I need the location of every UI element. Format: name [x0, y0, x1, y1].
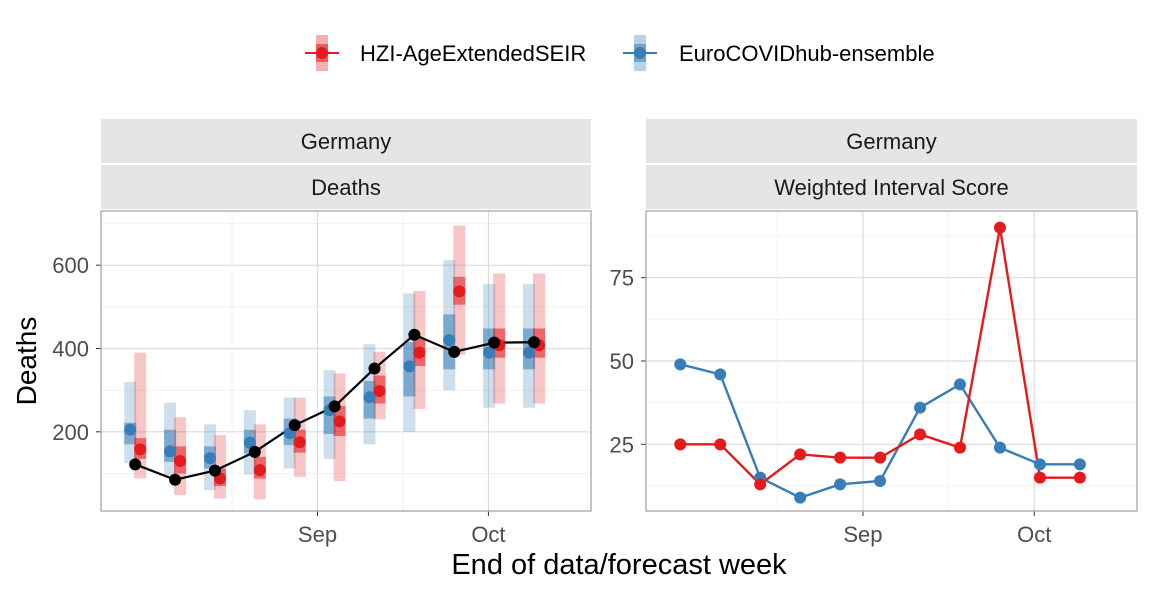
- y-tick-label: 50: [610, 349, 634, 374]
- score-point: [754, 478, 767, 491]
- score-point: [914, 401, 927, 414]
- forecast-median-point: [243, 436, 256, 449]
- observed-point: [129, 458, 142, 471]
- score-point: [874, 475, 887, 487]
- score-point: [914, 428, 927, 441]
- legend-swatch-point: [316, 47, 328, 59]
- score-point: [714, 368, 727, 381]
- forecast-median-point: [203, 452, 216, 465]
- observed-point: [488, 336, 501, 349]
- strip-location-label: Germany: [301, 129, 391, 154]
- score-line: [680, 227, 1080, 486]
- score-point: [674, 438, 687, 451]
- forecast-median-point: [124, 423, 137, 436]
- score-point: [1073, 471, 1086, 484]
- observed-point: [328, 400, 341, 413]
- strip-location-label: Germany: [846, 129, 936, 154]
- score-point: [794, 491, 807, 504]
- forecast-median-point: [443, 334, 456, 347]
- x-axis-label: End of data/forecast week: [451, 549, 787, 581]
- deaths-panel: Germany Deaths Sep Oct 200 400 600 Deaths: [11, 119, 592, 547]
- score-point: [1033, 458, 1046, 471]
- observed-point: [528, 336, 541, 349]
- forecast-median-point: [333, 415, 346, 428]
- x-tick-label: Oct: [471, 522, 505, 547]
- legend-swatch-point: [634, 47, 646, 59]
- y-tick-label: 600: [52, 253, 89, 278]
- y-tick-label: 25: [610, 432, 634, 457]
- strip-top-bg: [101, 119, 591, 163]
- forecast-median-point: [164, 445, 177, 458]
- forecast-median-point: [373, 385, 386, 397]
- forecast-median-point: [413, 346, 426, 359]
- y-tick-label: 400: [52, 337, 89, 362]
- score-point: [954, 441, 967, 454]
- observed-point: [368, 362, 381, 375]
- strip-bottom-bg: [646, 165, 1137, 209]
- y-axis-label: Deaths: [11, 317, 42, 406]
- forecast-median-point: [174, 455, 187, 467]
- observed-point: [408, 328, 421, 341]
- score-point: [993, 441, 1006, 454]
- strip-bottom-bg: [101, 165, 591, 209]
- score-point: [954, 378, 967, 391]
- y-tick-label: 200: [52, 420, 89, 445]
- score-point: [714, 438, 727, 451]
- y-tick-label: 75: [610, 266, 634, 291]
- score-point: [794, 448, 807, 461]
- strip-metric-label: Deaths: [311, 175, 381, 200]
- x-tick-label: Sep: [298, 522, 337, 547]
- observed-point: [448, 345, 461, 358]
- legend: HZI-AgeExtendedSEIR EuroCOVIDhub-ensemble: [305, 35, 935, 71]
- score-point: [834, 478, 847, 491]
- panel-border: [645, 210, 1138, 512]
- forecast-median-point: [523, 346, 536, 359]
- x-tick-label: Sep: [843, 522, 882, 547]
- forecast-median-point: [363, 391, 376, 404]
- forecast-median-point: [253, 464, 266, 477]
- forecast-median-point: [403, 360, 416, 373]
- interval-outer-bar: [124, 381, 137, 464]
- legend-label: EuroCOVIDhub-ensemble: [679, 41, 935, 66]
- observed-point: [169, 473, 182, 486]
- observed-point: [288, 419, 301, 432]
- forecast-median-point: [483, 346, 496, 359]
- score-point: [674, 358, 687, 371]
- x-tick-label: Oct: [1017, 522, 1051, 547]
- legend-label: HZI-AgeExtendedSEIR: [360, 41, 586, 66]
- observed-point: [208, 464, 221, 477]
- wis-panel: Germany Weighted Interval Score Sep Oct 25 50…: [610, 119, 1138, 547]
- forecast-median-point: [134, 443, 147, 456]
- score-point: [874, 451, 887, 464]
- forecast-median-point: [293, 436, 306, 449]
- panel-border: [100, 210, 592, 512]
- observed-point: [248, 445, 261, 458]
- strip-metric-label: Weighted Interval Score: [774, 175, 1008, 200]
- score-point: [834, 451, 847, 464]
- score-point: [993, 221, 1006, 234]
- score-point: [1073, 458, 1086, 471]
- forecast-median-point: [453, 285, 466, 298]
- score-point: [1033, 471, 1046, 484]
- strip-top-bg: [646, 119, 1137, 163]
